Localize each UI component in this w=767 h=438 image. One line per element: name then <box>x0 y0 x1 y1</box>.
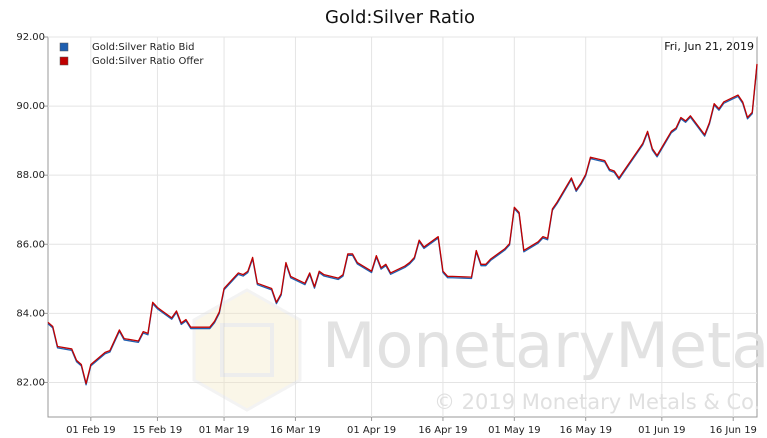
x-tick-label: 01 May 19 <box>488 425 540 436</box>
x-tick-label: 15 Feb 19 <box>133 425 183 436</box>
y-tick-label: 86.00 <box>16 239 45 250</box>
copyright: © 2019 Monetary Metals & Co. <box>434 390 760 414</box>
y-tick-label: 90.00 <box>16 101 45 112</box>
legend-swatch <box>59 56 69 66</box>
x-tick-label: 01 Apr 19 <box>347 425 396 436</box>
plot-area <box>47 36 758 418</box>
y-tick-label: 82.00 <box>16 377 45 388</box>
watermark-logo <box>192 288 302 412</box>
x-tick-label: 16 Jun 19 <box>709 425 756 436</box>
chart-title: Gold:Silver Ratio <box>325 7 475 28</box>
x-tick-label: 01 Jun 19 <box>638 425 685 436</box>
legend-label: Gold:Silver Ratio Offer <box>92 56 204 67</box>
date-annotation: Fri, Jun 21, 2019 <box>664 40 754 53</box>
x-tick-label: 16 Mar 19 <box>270 425 321 436</box>
x-tick-label: 01 Mar 19 <box>199 425 250 436</box>
legend-label: Gold:Silver Ratio Bid <box>92 42 194 53</box>
y-tick-label: 92.00 <box>16 32 45 43</box>
x-tick-label: 16 May 19 <box>559 425 611 436</box>
legend-swatch <box>59 42 69 52</box>
series-line <box>47 63 758 385</box>
y-tick-label: 84.00 <box>16 308 45 319</box>
x-tick-label: 16 Apr 19 <box>418 425 467 436</box>
x-tick-label: 01 Feb 19 <box>66 425 116 436</box>
y-tick-label: 88.00 <box>16 170 45 181</box>
